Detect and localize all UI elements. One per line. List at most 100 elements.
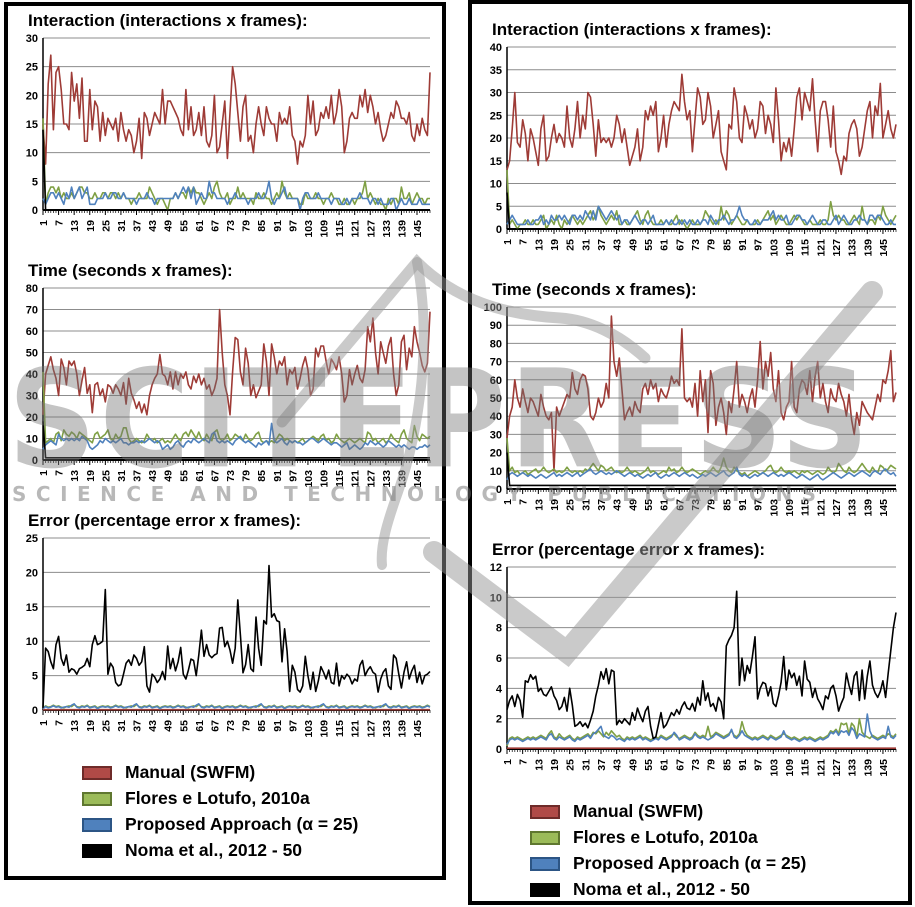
svg-text:49: 49: [627, 499, 639, 511]
svg-text:30: 30: [26, 391, 38, 403]
svg-text:145: 145: [878, 499, 890, 517]
legend-label-noma: Noma et al., 2012 - 50: [573, 879, 751, 899]
svg-text:133: 133: [847, 499, 859, 517]
svg-text:91: 91: [272, 220, 284, 232]
svg-text:31: 31: [116, 720, 128, 732]
svg-text:49: 49: [627, 759, 639, 771]
svg-text:37: 37: [132, 720, 144, 732]
svg-text:43: 43: [612, 499, 624, 511]
chart-title-interaction-left: Interaction (interactions x frames):: [28, 11, 308, 30]
legend-label-manual: Manual (SWFM): [573, 801, 704, 821]
svg-text:67: 67: [674, 239, 686, 251]
svg-text:127: 127: [365, 720, 377, 738]
svg-text:145: 145: [878, 759, 890, 777]
legend-item-proposed: Proposed Approach (α = 25): [82, 814, 442, 835]
chart-title-time-left: Time (seconds x frames):: [28, 261, 233, 280]
svg-text:67: 67: [209, 220, 221, 232]
svg-text:19: 19: [549, 239, 561, 251]
flores-swatch-icon: [82, 791, 112, 806]
proposed-swatch-icon: [82, 817, 112, 832]
svg-text:85: 85: [256, 220, 268, 232]
svg-text:55: 55: [178, 220, 190, 232]
svg-text:25: 25: [26, 62, 38, 74]
svg-text:103: 103: [303, 220, 315, 238]
svg-text:73: 73: [690, 239, 702, 251]
svg-text:139: 139: [862, 499, 874, 517]
svg-text:31: 31: [580, 239, 592, 251]
svg-text:49: 49: [163, 220, 175, 232]
time-chart-right: 0 10 20 30 40 50 60 70 80 90 100 1 7 13 19 25 31 37 43 49 55…: [484, 302, 897, 517]
svg-text:19: 19: [85, 220, 97, 232]
svg-text:97: 97: [753, 759, 765, 771]
svg-text:7: 7: [518, 239, 530, 245]
svg-text:91: 91: [737, 759, 749, 771]
svg-text:70: 70: [26, 305, 38, 317]
svg-text:1: 1: [38, 220, 50, 226]
svg-text:73: 73: [690, 759, 702, 771]
svg-text:10: 10: [26, 148, 38, 160]
svg-text:70: 70: [490, 357, 502, 369]
svg-text:55: 55: [178, 470, 190, 482]
svg-text:109: 109: [784, 499, 796, 517]
legend-item-noma: Noma et al., 2012 - 50: [82, 840, 442, 861]
proposed-swatch-icon: [530, 856, 560, 871]
svg-text:10: 10: [490, 592, 502, 604]
svg-text:10: 10: [490, 466, 502, 478]
noma-swatch-icon: [530, 882, 560, 897]
svg-text:55: 55: [178, 720, 190, 732]
svg-text:15: 15: [26, 602, 38, 614]
svg-text:13: 13: [533, 239, 545, 251]
svg-text:115: 115: [334, 220, 346, 237]
svg-text:31: 31: [580, 759, 592, 771]
svg-text:1: 1: [502, 499, 514, 505]
svg-text:37: 37: [596, 239, 608, 251]
svg-text:7: 7: [518, 499, 530, 505]
svg-text:19: 19: [85, 720, 97, 732]
svg-text:0: 0: [496, 224, 502, 236]
svg-text:145: 145: [412, 720, 424, 738]
svg-text:61: 61: [194, 220, 206, 232]
left-experiment-panel: Interaction (interactions x frames): 0 5 1…: [4, 2, 446, 880]
svg-text:139: 139: [862, 239, 874, 257]
svg-text:20: 20: [490, 448, 502, 460]
svg-text:79: 79: [241, 220, 253, 232]
svg-text:97: 97: [287, 470, 299, 482]
svg-text:60: 60: [490, 375, 502, 387]
svg-text:115: 115: [800, 239, 812, 256]
svg-text:43: 43: [147, 470, 159, 482]
svg-text:73: 73: [225, 470, 237, 482]
svg-text:61: 61: [659, 499, 671, 511]
svg-text:139: 139: [396, 720, 408, 738]
svg-text:8: 8: [496, 623, 502, 635]
svg-text:79: 79: [706, 499, 718, 511]
svg-text:43: 43: [147, 720, 159, 732]
svg-text:49: 49: [163, 470, 175, 482]
svg-text:97: 97: [753, 239, 765, 251]
svg-text:109: 109: [319, 470, 331, 488]
svg-text:7: 7: [518, 759, 530, 765]
svg-text:30: 30: [490, 88, 502, 100]
svg-text:37: 37: [596, 499, 608, 511]
svg-text:61: 61: [659, 239, 671, 251]
svg-text:55: 55: [643, 239, 655, 251]
svg-text:43: 43: [147, 220, 159, 232]
svg-text:5: 5: [32, 671, 38, 683]
svg-text:15: 15: [490, 156, 502, 168]
svg-text:0: 0: [32, 705, 38, 717]
legend-item-noma: Noma et al., 2012 - 50: [530, 879, 908, 900]
svg-text:1: 1: [502, 239, 514, 245]
svg-text:121: 121: [815, 499, 827, 517]
svg-text:145: 145: [878, 239, 890, 257]
svg-text:79: 79: [706, 239, 718, 251]
legend-item-flores: Flores e Lotufo, 2010a: [82, 788, 442, 809]
noma-swatch-icon: [82, 843, 112, 858]
svg-text:79: 79: [241, 470, 253, 482]
svg-text:20: 20: [26, 90, 38, 102]
svg-text:103: 103: [303, 470, 315, 488]
svg-text:37: 37: [132, 470, 144, 482]
legend-label-manual: Manual (SWFM): [125, 762, 256, 782]
svg-text:79: 79: [706, 759, 718, 771]
svg-text:100: 100: [484, 302, 502, 314]
svg-text:13: 13: [533, 499, 545, 511]
